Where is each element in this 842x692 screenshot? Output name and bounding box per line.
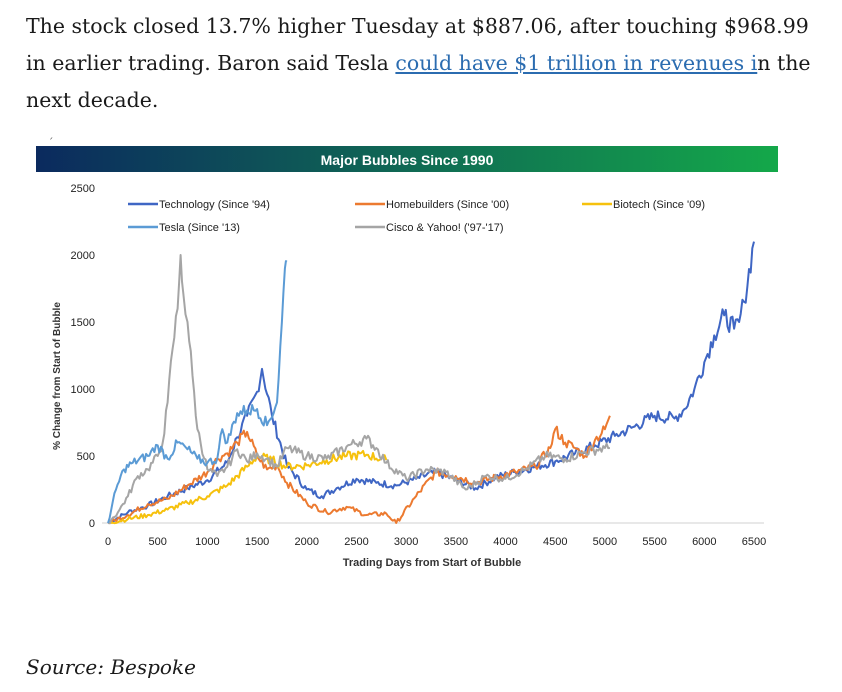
revenue-article-link[interactable]: could have $1 trillion in revenues i (395, 51, 758, 75)
series-line-technology (107, 241, 755, 524)
x-axis-label: Trading Days from Start of Bubble (343, 557, 521, 569)
x-tick-label: 2500 (344, 536, 368, 548)
legend-label-cisco_yahoo: Cisco & Yahoo! ('97-'17) (386, 222, 504, 234)
x-tick-label: 0 (105, 536, 111, 548)
x-tick-label: 1500 (245, 536, 269, 548)
x-tick-label: 6500 (742, 536, 766, 548)
y-tick-label: 2500 (71, 183, 95, 195)
x-tick-label: 2000 (295, 536, 319, 548)
x-tick-label: 3500 (444, 536, 468, 548)
series-line-tesla (107, 260, 288, 524)
article-paragraph: The stock closed 13.7% higher Tuesday at… (26, 8, 816, 119)
legend-label-tesla: Tesla (Since '13) (159, 222, 240, 234)
x-tick-label: 4000 (493, 536, 517, 548)
legend-label-technology: Technology (Since '94) (159, 199, 270, 211)
chart-title-banner (36, 146, 778, 172)
chart-title: Major Bubbles Since 1990 (321, 152, 494, 168)
y-tick-label: 0 (89, 518, 95, 530)
legend-label-biotech: Biotech (Since '09) (613, 199, 705, 211)
series-line-homebuilders (107, 415, 611, 524)
y-tick-label: 1500 (71, 317, 95, 329)
x-tick-label: 500 (149, 536, 167, 548)
source-caption: Source: Bespoke (26, 655, 196, 679)
x-tick-label: 5500 (642, 536, 666, 548)
x-tick-label: 6000 (692, 536, 716, 548)
stray-tick-mark: ´ (48, 136, 54, 149)
x-tick-label: 4500 (543, 536, 567, 548)
y-tick-label: 2000 (71, 250, 95, 262)
y-axis-label: % Change from Start of Bubble (52, 302, 63, 450)
x-tick-label: 1000 (195, 536, 219, 548)
legend-label-homebuilders: Homebuilders (Since '00) (386, 199, 509, 211)
x-tick-label: 3000 (394, 536, 418, 548)
x-tick-label: 5000 (593, 536, 617, 548)
series-line-cisco_yahoo (107, 254, 610, 525)
series-line-biotech (107, 449, 388, 525)
article-text-before-link: The stock closed 13.7% higher Tuesday at… (26, 14, 809, 75)
article-text-after-link: n the next decade. (26, 51, 811, 112)
y-tick-label: 1000 (71, 384, 95, 396)
y-tick-label: 500 (77, 451, 95, 463)
